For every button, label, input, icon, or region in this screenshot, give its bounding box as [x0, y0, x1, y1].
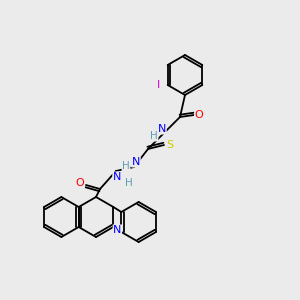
Text: H: H [122, 161, 130, 171]
Text: N: N [158, 124, 166, 134]
Text: I: I [157, 80, 160, 90]
Text: H: H [150, 131, 158, 141]
Text: S: S [167, 140, 174, 150]
Text: N: N [113, 172, 121, 182]
Text: N: N [113, 225, 122, 235]
Text: O: O [195, 110, 203, 120]
Text: N: N [132, 157, 140, 167]
Text: O: O [76, 178, 84, 188]
Text: H: H [125, 178, 133, 188]
